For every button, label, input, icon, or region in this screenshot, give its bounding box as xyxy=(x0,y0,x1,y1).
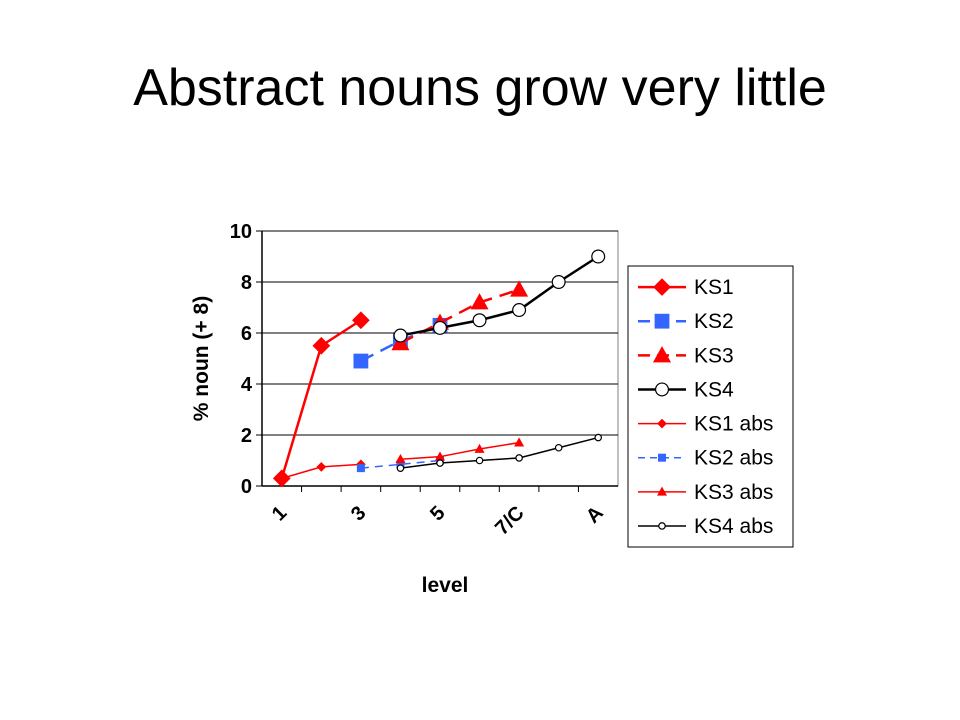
legend-item-ks3-abs: KS3 abs xyxy=(638,481,773,504)
legend-label: KS2 abs xyxy=(694,447,773,470)
data-point-ks1 xyxy=(312,336,331,355)
legend-marker xyxy=(656,486,668,496)
y-tick-label: 10 xyxy=(230,221,252,243)
data-point-ks1-abs xyxy=(316,462,327,472)
series-ks4 xyxy=(393,249,606,343)
data-point-ks4-abs xyxy=(515,454,523,462)
legend-label: KS2 xyxy=(694,310,734,333)
legend-box xyxy=(627,265,794,548)
data-point-ks1 xyxy=(352,311,370,330)
x-tick-label: A xyxy=(582,502,608,528)
data-point-ks4 xyxy=(551,275,566,290)
legend-item-ks2: KS2 xyxy=(638,310,734,333)
slide-title: Abstract nouns grow very little xyxy=(133,59,827,117)
series-line-ks3-abs xyxy=(400,441,520,460)
series-line-ks4-abs xyxy=(400,436,599,469)
plot-area xyxy=(261,230,619,487)
y-tick-label: 4 xyxy=(241,374,253,396)
legend-marker xyxy=(657,418,667,429)
series-ks4-abs xyxy=(396,433,603,472)
data-point-ks4-abs xyxy=(475,456,484,465)
legend-item-ks1: KS1 xyxy=(638,276,734,299)
data-point-ks4 xyxy=(393,328,408,343)
data-point-ks4 xyxy=(591,249,606,264)
legend-marker xyxy=(654,313,670,329)
data-point-ks4 xyxy=(472,313,487,328)
data-point-ks2 xyxy=(353,353,369,369)
data-point-ks3-abs xyxy=(395,453,406,464)
series-layer xyxy=(272,249,606,488)
x-tick-label: 1 xyxy=(268,502,291,525)
data-point-ks4-abs xyxy=(554,443,563,452)
legend-item-ks4-abs: KS4 abs xyxy=(638,515,773,538)
x-axis-title: level xyxy=(422,574,469,597)
x-tick-label: 7/C xyxy=(491,502,529,540)
x-tick-label: 3 xyxy=(347,502,370,525)
y-tick-label: 2 xyxy=(241,425,252,447)
data-point-ks4 xyxy=(433,320,448,335)
legend-item-ks1-abs: KS1 abs xyxy=(638,413,773,436)
data-point-ks4-abs xyxy=(436,459,444,467)
legend: KS1 KS2 KS3 KS4 KS1 abs KS2 abs KS3 abs KS4 abs xyxy=(627,265,794,548)
legend-label: KS4 abs xyxy=(694,515,773,538)
data-point-ks1-abs xyxy=(276,473,287,484)
legend-label: KS1 xyxy=(694,276,734,299)
data-point-ks3 xyxy=(470,293,489,310)
x-tick-label: 5 xyxy=(426,502,449,525)
data-point-ks4-abs xyxy=(594,433,603,442)
legend-label: KS3 xyxy=(694,344,734,367)
data-point-ks3-abs xyxy=(474,443,485,453)
legend-marker xyxy=(658,522,666,530)
legend-marker xyxy=(653,278,671,296)
legend-item-ks4: KS4 xyxy=(638,378,734,401)
data-point-ks2-abs xyxy=(356,464,365,473)
legend-label: KS4 xyxy=(694,378,734,401)
legend-marker xyxy=(654,382,669,397)
data-point-ks3 xyxy=(510,280,529,297)
legend-item-ks2-abs: KS2 abs xyxy=(638,447,773,470)
legend-label: KS1 abs xyxy=(694,413,773,436)
data-point-ks3-abs xyxy=(514,437,525,447)
y-tick-label: 8 xyxy=(241,272,252,294)
y-tick-label: 0 xyxy=(241,476,252,498)
legend-item-ks3: KS3 xyxy=(638,344,734,367)
plot-border xyxy=(261,230,619,487)
data-point-ks4 xyxy=(512,303,527,318)
legend-marker xyxy=(652,346,672,363)
y-tick-label: 6 xyxy=(241,323,252,345)
y-axis-title: % noun (+ 8) xyxy=(190,296,213,421)
legend-label: KS3 abs xyxy=(694,481,773,504)
series-line-ks3 xyxy=(399,288,520,345)
legend-marker xyxy=(657,453,666,462)
data-point-ks4-abs xyxy=(396,464,405,472)
